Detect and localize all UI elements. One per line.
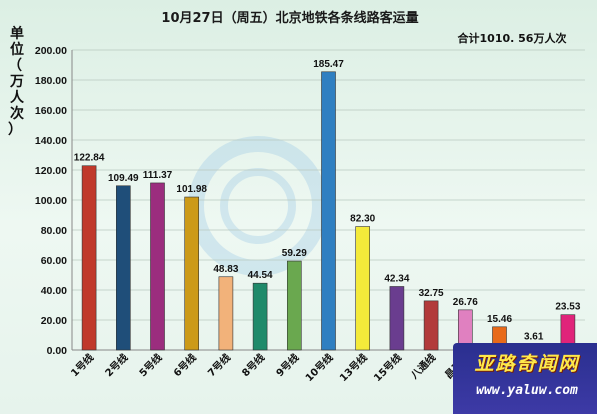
bar	[218, 276, 234, 351]
y-tick-label: 40.00	[41, 285, 67, 297]
category-label: 1号线	[68, 351, 96, 379]
y-tick-label: 60.00	[41, 255, 67, 267]
data-label: 59.29	[282, 248, 307, 259]
y-tick-label: 100.00	[35, 195, 67, 207]
bars	[81, 71, 576, 351]
data-label: 26.76	[453, 297, 478, 308]
category-label: 5号线	[136, 351, 164, 379]
data-label: 101.98	[176, 184, 207, 195]
category-label: 9号线	[273, 351, 301, 379]
site-watermark: 亚路奇闻网 www.yaluw.com	[453, 343, 597, 414]
bar	[81, 165, 97, 351]
data-label: 23.53	[555, 302, 580, 313]
bar	[389, 286, 405, 351]
y-tick-label: 160.00	[35, 105, 67, 117]
category-labels: 1号线2号线5号线6号线7号线8号线9号线10号线13号线15号线八通线昌平线	[68, 351, 472, 384]
bar	[150, 182, 165, 351]
y-tick-labels: 0.00 20.00 40.00 60.00 80.00 100.00 120.00 140.…	[35, 45, 67, 357]
y-tick-label: 0.00	[47, 345, 68, 357]
category-label: 7号线	[205, 351, 233, 379]
bar	[321, 71, 336, 351]
total-note: 合计1010. 56万人次	[458, 31, 567, 45]
y-tick-label: 180.00	[35, 75, 67, 87]
watermark-title: 亚路奇闻网	[474, 353, 580, 375]
data-label: 82.30	[350, 214, 375, 225]
data-label: 122.84	[74, 153, 105, 164]
bar	[252, 282, 268, 351]
category-label: 10号线	[302, 351, 335, 384]
data-label: 32.75	[419, 288, 444, 299]
data-label: 185.47	[313, 59, 344, 70]
bar	[355, 226, 371, 351]
bar	[286, 260, 302, 351]
chart-title: 10月27日（周五）北京地铁各条线路客运量	[161, 10, 418, 26]
y-axis-label-text: 单位（万人次）	[8, 25, 25, 138]
y-tick-label: 140.00	[35, 135, 67, 147]
data-label: 44.54	[248, 270, 273, 281]
y-tick-label: 200.00	[35, 45, 67, 57]
category-label: 八通线	[407, 351, 438, 382]
data-label: 109.49	[108, 173, 139, 184]
data-label: 15.46	[487, 314, 512, 325]
data-label: 111.37	[143, 170, 173, 181]
category-label: 13号线	[337, 351, 370, 384]
category-label: 15号线	[371, 351, 404, 384]
y-tick-label: 80.00	[41, 225, 67, 237]
category-label: 2号线	[102, 351, 130, 379]
bar	[184, 196, 199, 351]
y-tick-label: 20.00	[41, 315, 67, 327]
y-tick-label: 120.00	[35, 165, 67, 177]
bar	[423, 300, 439, 351]
category-label: 6号线	[171, 351, 199, 379]
bar	[116, 185, 131, 351]
data-label: 48.83	[213, 264, 238, 275]
category-label: 8号线	[239, 351, 267, 379]
data-label: 3.61	[524, 332, 544, 343]
y-axis-label: 单位（万人次）	[8, 25, 25, 138]
data-label: 42.34	[384, 273, 409, 284]
watermark-url: www.yaluw.com	[476, 383, 578, 398]
